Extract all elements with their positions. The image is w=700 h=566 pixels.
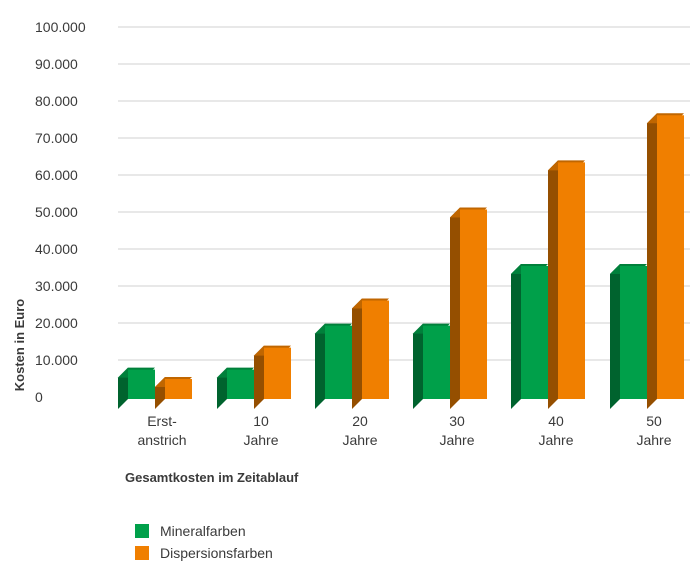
bar-side-face: [413, 323, 423, 409]
bar-side-face: [315, 323, 325, 409]
bar-front-face: [620, 265, 647, 399]
y-axis-ticks: 0 10.000 20.000 30.000 40.000 50.000 60.000 70.…: [35, 19, 86, 405]
bar-dispersionsfarben: [352, 298, 389, 409]
bar-mineralfarben: [610, 263, 647, 409]
legend: Mineralfarben Dispersionsfarben: [135, 520, 273, 564]
y-tick-label: 10.000: [35, 352, 78, 368]
bar-side-face: [610, 263, 620, 409]
legend-swatch-dispersionsfarben: [135, 546, 149, 560]
bar-front-face: [264, 347, 291, 399]
bar-chart: 0 10.000 20.000 30.000 40.000 50.000 60.000 70.…: [12, 19, 690, 448]
bar-side-face: [511, 263, 521, 409]
y-tick-label: 60.000: [35, 167, 78, 183]
bar-mineralfarben: [413, 323, 450, 409]
bar-front-face: [657, 115, 684, 399]
bar-dispersionsfarben: [647, 113, 684, 409]
bars: [118, 113, 684, 409]
y-tick-label: 40.000: [35, 241, 78, 257]
legend-item-mineralfarben: Mineralfarben: [135, 520, 273, 542]
bar-front-face: [521, 265, 548, 399]
bar-side-face: [450, 207, 460, 409]
x-tick-label: 40 Jahre: [538, 413, 573, 448]
legend-label: Mineralfarben: [160, 523, 246, 539]
bar-front-face: [362, 300, 389, 399]
bar-front-face: [558, 162, 585, 399]
y-tick-label: 80.000: [35, 93, 78, 109]
bar-front-face: [128, 369, 155, 399]
bar-side-face: [118, 367, 128, 409]
y-tick-label: 100.000: [35, 19, 86, 35]
y-tick-label: 20.000: [35, 315, 78, 331]
y-tick-label: 70.000: [35, 130, 78, 146]
y-tick-label: 50.000: [35, 204, 78, 220]
bar-dispersionsfarben: [254, 345, 291, 409]
bar-front-face: [460, 209, 487, 399]
x-tick-label: 20 Jahre: [342, 413, 377, 448]
x-axis-categories: Erst-anstrich 10 Jahre 20 Jahre 30 Jahre 40 Jahr…: [137, 413, 671, 448]
y-tick-label: 90.000: [35, 56, 78, 72]
x-tick-label: Erst-anstrich: [137, 413, 186, 448]
bar-dispersionsfarben: [450, 207, 487, 409]
legend-item-dispersionsfarben: Dispersionsfarben: [135, 542, 273, 564]
bar-mineralfarben: [315, 323, 352, 409]
legend-label: Dispersionsfarben: [160, 545, 273, 561]
x-tick-label: 30 Jahre: [439, 413, 474, 448]
x-tick-label: 10 Jahre: [243, 413, 278, 448]
bar-dispersionsfarben: [548, 160, 585, 409]
bar-side-face: [647, 113, 657, 409]
bar-side-face: [217, 367, 227, 409]
bar-mineralfarben: [511, 263, 548, 409]
x-tick-label: 50 Jahre: [636, 413, 671, 448]
y-axis-label: Kosten in Euro: [12, 299, 27, 392]
bar-side-face: [254, 345, 264, 409]
legend-swatch-mineralfarben: [135, 524, 149, 538]
bar-front-face: [423, 325, 450, 399]
bar-mineralfarben: [217, 367, 254, 409]
y-tick-label: 30.000: [35, 278, 78, 294]
gridlines: [118, 26, 690, 361]
bar-front-face: [227, 369, 254, 399]
bar-dispersionsfarben: [155, 377, 192, 409]
bar-front-face: [165, 379, 192, 399]
bar-mineralfarben: [118, 367, 155, 409]
bar-side-face: [352, 298, 362, 409]
x-axis-label: Gesamtkosten im Zeitablauf: [125, 470, 299, 485]
bar-front-face: [325, 325, 352, 399]
bar-side-face: [548, 160, 558, 409]
y-tick-label: 0: [35, 389, 43, 405]
